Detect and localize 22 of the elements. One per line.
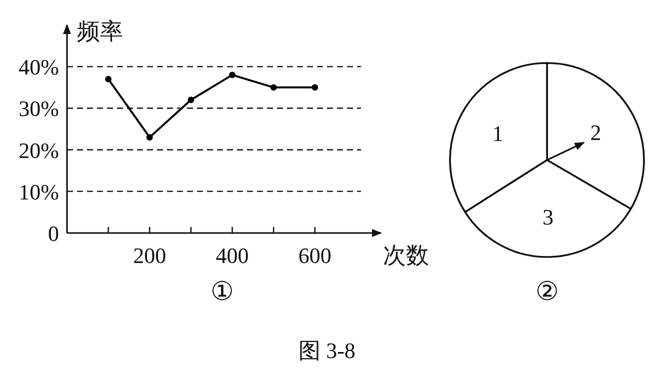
y-axis-title: 频率 xyxy=(77,19,123,44)
text: ① xyxy=(210,277,234,306)
slice-label: 2 xyxy=(590,120,602,145)
x-tick-label: 200 xyxy=(133,243,166,268)
point xyxy=(188,96,194,104)
x-tick-label: 600 xyxy=(298,243,332,268)
y-tick-label: 20% xyxy=(18,138,59,163)
y-tick-label: 40% xyxy=(18,54,59,80)
slice-label: 3 xyxy=(542,204,554,230)
point xyxy=(312,84,318,91)
y-tick-label: 30% xyxy=(18,96,59,122)
caption: 图 3-8 xyxy=(298,338,356,363)
x-tick-label: 400 xyxy=(216,243,249,268)
slice-label: 1 xyxy=(492,120,504,146)
point xyxy=(229,72,236,78)
y-tick-label: 0 xyxy=(48,221,59,246)
y-tick-label: 10% xyxy=(18,179,59,204)
point xyxy=(105,76,112,82)
point xyxy=(146,134,153,141)
x-axis-title: 次数 xyxy=(383,243,429,268)
text: ② xyxy=(536,277,558,306)
point xyxy=(270,84,277,91)
